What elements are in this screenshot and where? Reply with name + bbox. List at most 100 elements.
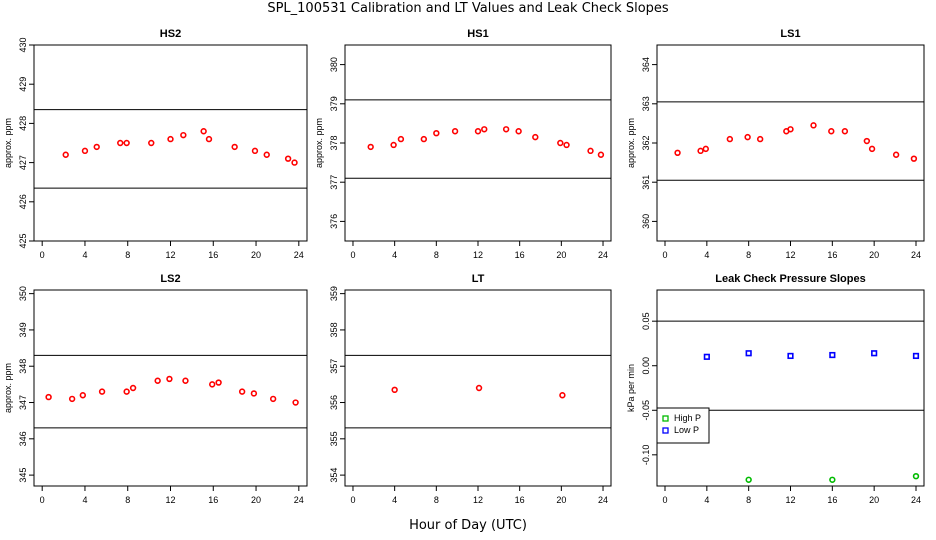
panel-1-series-1-point [263, 151, 270, 158]
panel-4-series-1-point [123, 388, 130, 395]
panel-2-xtick-label: 16 [515, 250, 525, 260]
panel-4-series-1-point [292, 399, 299, 406]
panel-6-xtick-label: 8 [746, 495, 751, 505]
panel-4-frame [33, 289, 308, 487]
panel-4-series-1-point [250, 390, 258, 397]
panel-5-ytick-label: 354 [329, 468, 339, 483]
panel-6-xtick-label: 0 [663, 495, 668, 505]
panel-2-xtick-label: 20 [556, 250, 566, 260]
panel-5-series-1-point [391, 386, 398, 394]
panel-2-ytick-label: 378 [329, 135, 339, 150]
panel-6-series-2-point [703, 353, 710, 360]
panel-3-ytick-label: 362 [641, 135, 651, 150]
panel-3-ytick-label: 360 [641, 214, 651, 229]
panel-3-series-1-point [756, 135, 764, 143]
panel-2-series-1-point [597, 151, 605, 158]
panel-6-series-2-point [829, 351, 836, 359]
panel-3-xtick-label: 16 [827, 250, 837, 260]
panel-1-series-1-point [123, 139, 130, 147]
panel-5-series-1-point [475, 384, 483, 392]
panel-5-xtick-label: 20 [556, 495, 566, 505]
panel-2-series-1-point [474, 128, 482, 135]
panel-6-xtick-label: 4 [704, 495, 709, 505]
panel-6-ytick-label: -0.10 [641, 445, 651, 466]
panel-1-series-1-point [200, 128, 207, 135]
panel-1-series-1-point [205, 135, 213, 143]
panel-2-frame [344, 44, 612, 242]
panel-3-series-1-point [863, 137, 871, 145]
panel-4-xtick-label: 16 [208, 495, 218, 505]
panel-1-ytick-label: 428 [18, 116, 28, 131]
panel-4-series-1-point [215, 379, 222, 386]
panel-3-ytick-label: 361 [641, 175, 651, 190]
panel-2-series-1-point [390, 141, 397, 149]
panel-3-series-1-point [744, 133, 751, 141]
panel-2-series-1-point [557, 139, 564, 147]
panel-1-frame [33, 44, 308, 242]
panel-3-frame [656, 44, 925, 242]
panel-5-ytick-label: 359 [329, 286, 339, 301]
panel-2-ytick-label: 379 [329, 96, 339, 111]
panel-6-frame [656, 289, 925, 487]
panel-1-series-1-point [291, 159, 298, 166]
panel-5-ytick-label: 355 [329, 431, 339, 446]
panel-2-xtick-label: 0 [350, 250, 355, 260]
panel-5-ytick-label: 356 [329, 395, 339, 410]
panel-4-series-1-point [129, 384, 137, 392]
panel-5-xtick-label: 12 [473, 495, 483, 505]
panel-1-xtick-label: 12 [165, 250, 175, 260]
panel-3-series-1-point [787, 126, 794, 133]
panel-4-xtick-label: 0 [40, 495, 45, 505]
panel-1-series-1-point [251, 147, 259, 155]
panel-1-series-1-point [62, 151, 69, 158]
panel-3-series-1-point [841, 128, 849, 135]
panel-1-xtick-label: 20 [251, 250, 261, 260]
panel-2-xtick-label: 8 [434, 250, 439, 260]
panel-4-series-1-point [98, 388, 106, 395]
panel-4-series-1-point [79, 392, 87, 399]
panel-2-series-1-point [397, 135, 405, 143]
panel-5-ytick-label: 357 [329, 359, 339, 374]
panel-2-series-1-point [502, 126, 510, 133]
panel-1-series-1-point [167, 135, 174, 143]
panel-2-series-1-point [451, 128, 459, 135]
panel-5-xtick-label: 4 [392, 495, 397, 505]
panel-3-series-1-point [702, 145, 709, 153]
panel-2-series-1-point [481, 126, 488, 133]
panel-1-xtick-label: 16 [208, 250, 218, 260]
panel-6-series-2-point [871, 350, 878, 357]
panel-1-title: HS2 [160, 28, 181, 40]
panel-3-series-1-point [910, 155, 918, 162]
panel-1-ytick-label: 429 [18, 77, 28, 92]
panel-4-xtick-label: 12 [165, 495, 175, 505]
panel-6-series-1-point [745, 476, 752, 483]
panel-1-xtick-label: 8 [125, 250, 130, 260]
panel-1-series-1-point [117, 139, 124, 147]
panel-6-legend-label: High P [674, 413, 701, 423]
panel-6-series-1-point [829, 476, 836, 483]
panel-3-xtick-label: 8 [746, 250, 751, 260]
figure-xlabel: Hour of Day (UTC) [409, 518, 527, 533]
panel-6-ytick-label: -0.05 [641, 400, 651, 421]
panel-6-legend-label: Low P [674, 425, 699, 435]
panel-1-series-1-point [148, 139, 155, 147]
panel-4-ytick-label: 350 [18, 286, 28, 301]
panel-4-series-1-point [209, 381, 216, 388]
panel-3-series-1-point [697, 147, 704, 155]
panel-4-xtick-label: 4 [82, 495, 87, 505]
panel-3-xtick-label: 24 [911, 250, 921, 260]
panel-4-ytick-label: 346 [18, 431, 28, 446]
panel-2-series-1-point [587, 147, 594, 155]
panel-2-series-1-point [433, 130, 440, 137]
panel-4-series-1-point [154, 377, 161, 384]
panel-3-series-1-point [828, 128, 835, 135]
panel-4-series-1-point [238, 388, 246, 395]
panel-3-ytick-label: 364 [641, 57, 651, 72]
panel-2-xtick-label: 12 [473, 250, 483, 260]
panel-3-series-1-point [810, 122, 817, 129]
panel-2-series-1-point [515, 128, 522, 135]
panel-5-xtick-label: 8 [434, 495, 439, 505]
panel-6-title: Leak Check Pressure Slopes [715, 273, 865, 285]
